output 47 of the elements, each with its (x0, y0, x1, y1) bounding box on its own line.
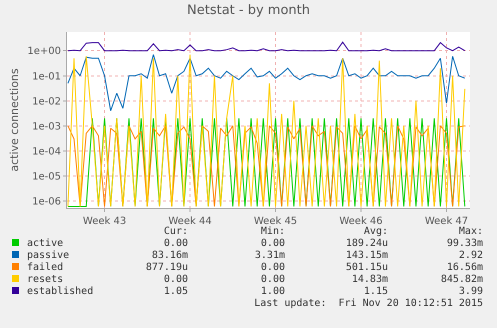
y-tick-label: 1e-03 (32, 121, 61, 132)
x-tick-label: Week 47 (424, 216, 468, 227)
text: Avg: (362, 226, 388, 238)
text: 1.05 (162, 286, 188, 298)
text: Last update: Fri Nov 20 10:12:51 2015 (253, 298, 483, 310)
chart-title: Netstat - by month (187, 3, 310, 18)
text: 0.00 (260, 274, 285, 286)
legend-label: passive (27, 250, 70, 261)
x-tick-label: Week 45 (254, 216, 298, 227)
x-tick-label: Week 44 (168, 216, 212, 227)
legend-label: resets (27, 274, 64, 285)
line-series (67, 54, 466, 112)
text: 143.15m (344, 250, 388, 262)
text: 14.83m (350, 274, 388, 286)
text: 845.82m (440, 274, 483, 286)
y-tick-label: 1e+00 (27, 46, 61, 58)
x-tick-label: Week 43 (82, 216, 126, 227)
line-series (67, 54, 466, 207)
legend-label: failed (27, 262, 64, 273)
text: 83.16m (150, 250, 188, 262)
text: 189.24u (344, 238, 388, 250)
text: 99.33m (446, 238, 483, 250)
text: 0.00 (162, 274, 188, 286)
text: 3.31m (254, 250, 285, 262)
y-axis-title: active connections (8, 68, 22, 172)
line-series (67, 42, 466, 52)
legend-label: established (27, 286, 94, 297)
text: 1.00 (260, 286, 285, 298)
text: Max: (458, 226, 483, 238)
x-tick-label: Week 46 (339, 216, 383, 227)
text: Min: (260, 226, 285, 238)
y-tick-label: 1e-06 (32, 196, 61, 208)
y-tick-label: 1e-04 (32, 146, 61, 158)
text: 0.00 (260, 238, 285, 250)
text: Cur: (162, 226, 188, 238)
text: 501.15u (344, 262, 388, 274)
text: 1.15 (362, 286, 388, 298)
text: 16.56m (446, 262, 483, 274)
y-tick-label: 1e-05 (32, 171, 61, 182)
text: 3.99 (458, 286, 483, 298)
text: 2.92 (458, 250, 483, 262)
legend-label: active (27, 238, 64, 249)
text: 877.19u (144, 262, 188, 274)
y-tick-label: 1e-01 (32, 71, 61, 82)
text: 0.00 (260, 262, 285, 274)
y-tick-label: 1e-02 (32, 96, 61, 108)
text: 0.00 (162, 238, 188, 250)
